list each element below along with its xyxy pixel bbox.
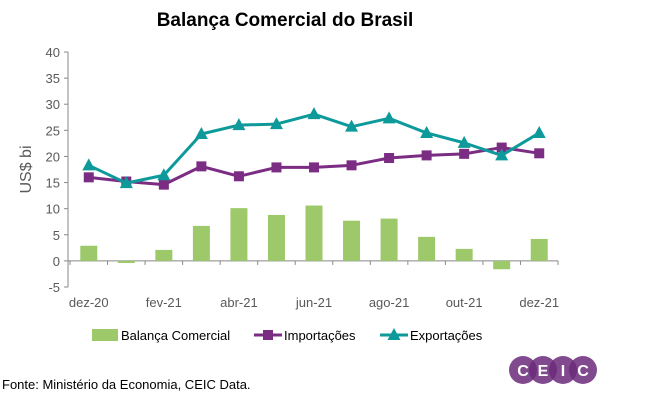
logo-letter: C xyxy=(517,363,529,380)
marker-triangle xyxy=(82,158,96,171)
marker-square xyxy=(271,162,282,173)
y-tick-label: 40 xyxy=(46,45,60,60)
bar-balanca xyxy=(192,225,210,261)
marker-triangle xyxy=(157,168,171,181)
marker-square xyxy=(459,148,470,159)
marker-square xyxy=(346,160,357,171)
legend-label: Importações xyxy=(284,328,356,343)
bar-balanca xyxy=(267,214,285,261)
x-tick-label: fev-21 xyxy=(146,295,182,310)
marker-triangle xyxy=(532,125,546,138)
y-tick-label: 25 xyxy=(46,123,60,138)
x-tick-label: out-21 xyxy=(446,295,483,310)
marker-triangle xyxy=(345,119,359,132)
marker-square xyxy=(233,171,244,182)
bar-balanca xyxy=(230,208,248,261)
legend-marker-triangle xyxy=(387,328,401,340)
marker-triangle xyxy=(119,176,133,189)
y-axis-label: US$ bi xyxy=(18,145,35,193)
legend-marker-square xyxy=(263,330,273,340)
logo-letter: E xyxy=(538,363,549,380)
logo-circle xyxy=(549,356,577,384)
marker-square xyxy=(534,148,545,159)
bar-balanca xyxy=(418,236,436,261)
bar-balanca xyxy=(155,249,173,261)
x-tick-label: ago-21 xyxy=(369,295,409,310)
logo-circle xyxy=(529,356,557,384)
logo-letter: I xyxy=(561,363,565,380)
x-tick-label: dez-20 xyxy=(69,295,109,310)
marker-triangle xyxy=(232,118,246,131)
bar-balanca xyxy=(80,245,98,261)
marker-triangle xyxy=(382,111,396,124)
bar-balanca xyxy=(305,205,323,261)
x-tick-label: jun-21 xyxy=(295,295,332,310)
marker-square xyxy=(421,150,432,161)
bar-balanca xyxy=(493,260,511,270)
source-note: Fonte: Ministério da Economia, CEIC Data… xyxy=(2,377,251,392)
chart: -5 0 5 10 15 20 25 30 35 40 US$ bi dez-20 fev-21 abr-… xyxy=(18,45,559,343)
bar-balanca xyxy=(455,248,473,261)
y-tick-label: -5 xyxy=(48,280,60,295)
y-tick-label: 30 xyxy=(46,97,60,112)
y-tick-label: 15 xyxy=(46,176,60,191)
logo-letter: C xyxy=(577,363,589,380)
marker-square xyxy=(309,162,319,173)
marker-triangle xyxy=(307,107,321,120)
marker-triangle xyxy=(495,148,509,161)
marker-square xyxy=(496,142,507,153)
marker-square xyxy=(158,179,169,190)
y-tick-label: 10 xyxy=(46,202,60,217)
x-tick-label: abr-21 xyxy=(220,295,258,310)
marker-triangle xyxy=(457,135,471,148)
marker-triangle xyxy=(420,125,434,138)
marker-square xyxy=(384,153,395,164)
marker-triangle xyxy=(269,117,283,130)
y-tick-label: 20 xyxy=(46,149,60,164)
logo-circle xyxy=(569,356,597,384)
marker-square xyxy=(83,172,94,183)
marker-square xyxy=(196,161,207,172)
logo-circle xyxy=(509,356,537,384)
x-tick-label: dez-21 xyxy=(519,295,559,310)
marker-triangle xyxy=(194,126,208,139)
y-tick-label: 5 xyxy=(53,228,60,243)
y-tick-label: 0 xyxy=(53,254,60,269)
line-exportações xyxy=(88,112,541,185)
bar-balanca xyxy=(117,260,135,263)
bar-balanca xyxy=(380,218,398,261)
bar-balanca xyxy=(530,238,548,261)
legend-label: Balança Comercial xyxy=(121,328,230,343)
bar-balanca xyxy=(343,220,361,261)
legend-swatch-balanca xyxy=(92,329,118,341)
legend-label: Exportações xyxy=(410,328,483,343)
chart-title: Balança Comercial do Brasil xyxy=(156,10,414,31)
y-tick-label: 35 xyxy=(46,71,60,86)
